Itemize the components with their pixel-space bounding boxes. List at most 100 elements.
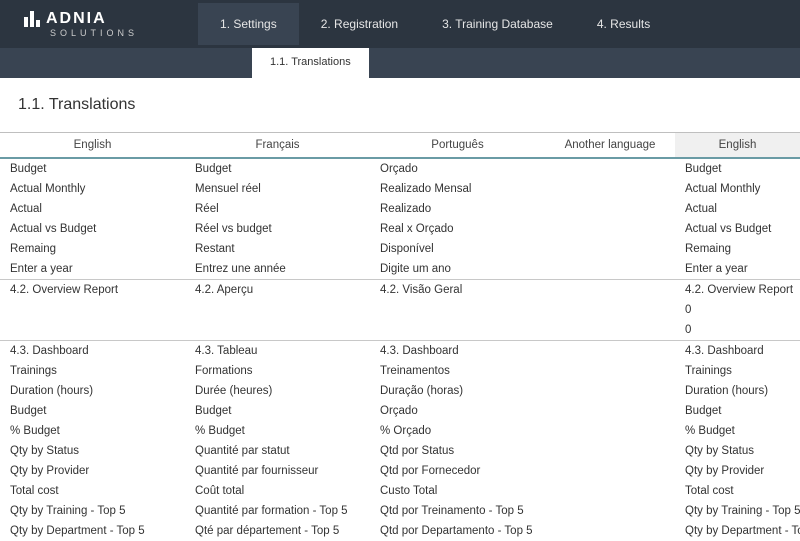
- cell[interactable]: Realizado Mensal: [370, 179, 545, 199]
- cell[interactable]: Total cost: [0, 481, 185, 501]
- cell[interactable]: 4.3. Dashboard: [0, 341, 185, 362]
- tab-registration[interactable]: 2. Registration: [299, 3, 420, 45]
- cell[interactable]: [0, 320, 185, 341]
- cell[interactable]: [545, 481, 675, 501]
- col-another-language[interactable]: Another language: [545, 133, 675, 159]
- cell[interactable]: [545, 280, 675, 301]
- cell[interactable]: Actual: [675, 199, 800, 219]
- cell[interactable]: [545, 401, 675, 421]
- cell[interactable]: Budget: [675, 401, 800, 421]
- cell[interactable]: Qtd por Fornecedor: [370, 461, 545, 481]
- cell[interactable]: Réel: [185, 199, 370, 219]
- cell[interactable]: Realizado: [370, 199, 545, 219]
- cell[interactable]: Custo Total: [370, 481, 545, 501]
- cell[interactable]: Qty by Training - Top 5: [675, 501, 800, 521]
- cell[interactable]: [545, 158, 675, 179]
- cell[interactable]: [545, 381, 675, 401]
- cell[interactable]: % Orçado: [370, 421, 545, 441]
- cell[interactable]: [185, 320, 370, 341]
- cell[interactable]: Qty by Department - Top 5: [0, 521, 185, 541]
- tab-training-database[interactable]: 3. Training Database: [420, 3, 575, 45]
- cell[interactable]: Réel vs budget: [185, 219, 370, 239]
- col-english[interactable]: English: [0, 133, 185, 159]
- cell[interactable]: Qty by Provider: [0, 461, 185, 481]
- cell[interactable]: Duração (horas): [370, 381, 545, 401]
- cell[interactable]: Quantité par fournisseur: [185, 461, 370, 481]
- cell[interactable]: Actual: [0, 199, 185, 219]
- cell[interactable]: Actual Monthly: [0, 179, 185, 199]
- cell[interactable]: 4.3. Tableau: [185, 341, 370, 362]
- cell[interactable]: % Budget: [0, 421, 185, 441]
- cell[interactable]: [545, 179, 675, 199]
- col-francais[interactable]: Français: [185, 133, 370, 159]
- cell[interactable]: Mensuel réel: [185, 179, 370, 199]
- col-english-2[interactable]: English: [675, 133, 800, 159]
- cell[interactable]: 4.3. Dashboard: [370, 341, 545, 362]
- cell[interactable]: Formations: [185, 361, 370, 381]
- cell[interactable]: Budget: [0, 158, 185, 179]
- tab-settings[interactable]: 1. Settings: [198, 3, 299, 45]
- cell[interactable]: Qtd por Departamento - Top 5: [370, 521, 545, 541]
- cell[interactable]: Total cost: [675, 481, 800, 501]
- cell[interactable]: [545, 361, 675, 381]
- cell[interactable]: [545, 320, 675, 341]
- subtab-translations[interactable]: 1.1. Translations: [252, 48, 369, 78]
- cell[interactable]: Entrez une année: [185, 259, 370, 280]
- cell[interactable]: 4.2. Aperçu: [185, 280, 370, 301]
- cell[interactable]: Qtd por Status: [370, 441, 545, 461]
- cell[interactable]: Actual vs Budget: [0, 219, 185, 239]
- cell[interactable]: Disponível: [370, 239, 545, 259]
- cell[interactable]: Actual Monthly: [675, 179, 800, 199]
- cell[interactable]: Digite um ano: [370, 259, 545, 280]
- cell[interactable]: [185, 300, 370, 320]
- cell[interactable]: Qty by Department - Top 5: [675, 521, 800, 541]
- cell[interactable]: Trainings: [0, 361, 185, 381]
- cell[interactable]: Qté par département - Top 5: [185, 521, 370, 541]
- cell[interactable]: [545, 219, 675, 239]
- col-portugues[interactable]: Português: [370, 133, 545, 159]
- cell[interactable]: % Budget: [675, 421, 800, 441]
- cell[interactable]: Restant: [185, 239, 370, 259]
- tab-results[interactable]: 4. Results: [575, 3, 672, 45]
- cell[interactable]: Budget: [675, 158, 800, 179]
- cell[interactable]: [370, 320, 545, 341]
- cell[interactable]: Remaing: [0, 239, 185, 259]
- cell[interactable]: Qtd por Treinamento - Top 5: [370, 501, 545, 521]
- cell[interactable]: Coût total: [185, 481, 370, 501]
- cell[interactable]: Budget: [185, 158, 370, 179]
- cell[interactable]: 0: [675, 300, 800, 320]
- cell[interactable]: Budget: [185, 401, 370, 421]
- cell[interactable]: 4.2. Overview Report: [0, 280, 185, 301]
- cell[interactable]: Qty by Training - Top 5: [0, 501, 185, 521]
- cell[interactable]: Budget: [0, 401, 185, 421]
- cell[interactable]: [545, 239, 675, 259]
- cell[interactable]: [545, 461, 675, 481]
- cell[interactable]: Qty by Status: [0, 441, 185, 461]
- cell[interactable]: 4.2. Overview Report: [675, 280, 800, 301]
- cell[interactable]: [545, 341, 675, 362]
- cell[interactable]: Durée (heures): [185, 381, 370, 401]
- cell[interactable]: Orçado: [370, 158, 545, 179]
- cell[interactable]: [545, 501, 675, 521]
- cell[interactable]: [0, 300, 185, 320]
- cell[interactable]: [545, 259, 675, 280]
- cell[interactable]: [545, 199, 675, 219]
- cell[interactable]: 4.2. Visão Geral: [370, 280, 545, 301]
- cell[interactable]: Quantité par formation - Top 5: [185, 501, 370, 521]
- cell[interactable]: Orçado: [370, 401, 545, 421]
- cell[interactable]: Treinamentos: [370, 361, 545, 381]
- cell[interactable]: Real x Orçado: [370, 219, 545, 239]
- cell[interactable]: Duration (hours): [0, 381, 185, 401]
- cell[interactable]: [545, 441, 675, 461]
- cell[interactable]: [545, 300, 675, 320]
- cell[interactable]: Enter a year: [675, 259, 800, 280]
- cell[interactable]: Trainings: [675, 361, 800, 381]
- cell[interactable]: % Budget: [185, 421, 370, 441]
- cell[interactable]: Enter a year: [0, 259, 185, 280]
- cell[interactable]: Quantité par statut: [185, 441, 370, 461]
- cell[interactable]: Remaing: [675, 239, 800, 259]
- cell[interactable]: [545, 521, 675, 541]
- cell[interactable]: Actual vs Budget: [675, 219, 800, 239]
- cell[interactable]: [370, 300, 545, 320]
- cell[interactable]: Qty by Provider: [675, 461, 800, 481]
